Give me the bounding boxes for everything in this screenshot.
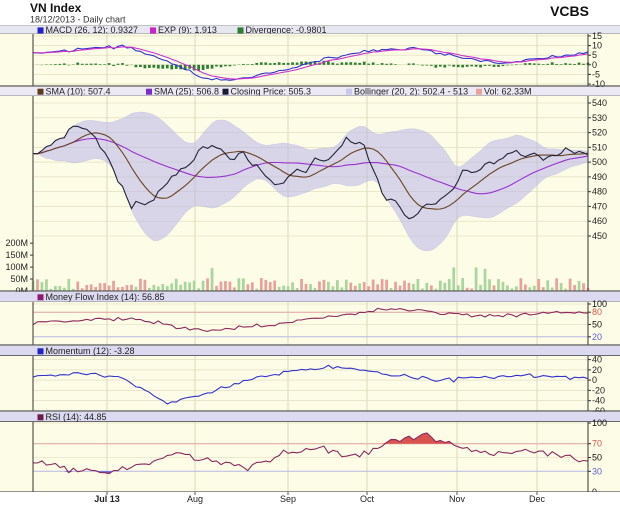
svg-text:Bollinger (20, 2): 502.4 - 513: Bollinger (20, 2): 502.4 - 513 — [354, 87, 468, 97]
svg-text:460: 460 — [592, 216, 607, 226]
svg-text:30: 30 — [592, 466, 602, 476]
svg-text:SMA (10): 507.4: SMA (10): 507.4 — [46, 87, 111, 97]
svg-text:Vol: 62.33M: Vol: 62.33M — [484, 87, 532, 97]
svg-text:-40: -40 — [592, 396, 605, 406]
svg-text:Nov: Nov — [449, 494, 466, 504]
svg-text:VN Index: VN Index — [30, 1, 82, 15]
svg-text:0: 0 — [592, 60, 597, 70]
svg-text:Dec: Dec — [529, 494, 546, 504]
svg-text:10: 10 — [592, 41, 602, 51]
svg-text:50: 50 — [592, 453, 602, 463]
svg-text:15: 15 — [592, 31, 602, 41]
svg-text:20: 20 — [592, 332, 602, 342]
svg-text:-20: -20 — [592, 385, 605, 395]
svg-text:50: 50 — [592, 320, 602, 330]
svg-text:Aug: Aug — [187, 494, 203, 504]
svg-text:Sep: Sep — [280, 494, 296, 504]
svg-text:0: 0 — [592, 375, 597, 385]
svg-text:70: 70 — [592, 439, 602, 449]
svg-text:510: 510 — [592, 142, 607, 152]
svg-text:200M: 200M — [5, 238, 28, 248]
svg-text:480: 480 — [592, 187, 607, 197]
svg-text:Oct: Oct — [360, 494, 375, 504]
svg-text:520: 520 — [592, 128, 607, 138]
svg-text:RSI (14): 44.85: RSI (14): 44.85 — [46, 412, 107, 422]
svg-text:50M: 50M — [10, 274, 28, 284]
svg-text:80: 80 — [592, 307, 602, 317]
svg-text:470: 470 — [592, 201, 607, 211]
svg-text:Momentum (12): -3.28: Momentum (12): -3.28 — [46, 346, 135, 356]
svg-text:100: 100 — [592, 418, 607, 428]
svg-text:VCBS: VCBS — [550, 3, 589, 19]
svg-text:Closing Price: 505.3: Closing Price: 505.3 — [231, 87, 312, 97]
svg-text:Jul 13: Jul 13 — [94, 494, 120, 504]
svg-text:500: 500 — [592, 157, 607, 167]
svg-text:150M: 150M — [5, 250, 28, 260]
svg-text:540: 540 — [592, 98, 607, 108]
svg-text:530: 530 — [592, 113, 607, 123]
svg-text:5: 5 — [592, 50, 597, 60]
svg-text:Money Flow Index (14): 56.85: Money Flow Index (14): 56.85 — [46, 292, 165, 302]
svg-text:-5: -5 — [592, 69, 600, 79]
svg-text:100M: 100M — [5, 262, 28, 272]
svg-text:18/12/2013 - Daily chart: 18/12/2013 - Daily chart — [30, 15, 126, 25]
svg-text:SMA (25): 506.8: SMA (25): 506.8 — [154, 87, 219, 97]
svg-text:20: 20 — [592, 365, 602, 375]
svg-text:40: 40 — [592, 355, 602, 365]
svg-text:490: 490 — [592, 172, 607, 182]
svg-text:450: 450 — [592, 231, 607, 241]
